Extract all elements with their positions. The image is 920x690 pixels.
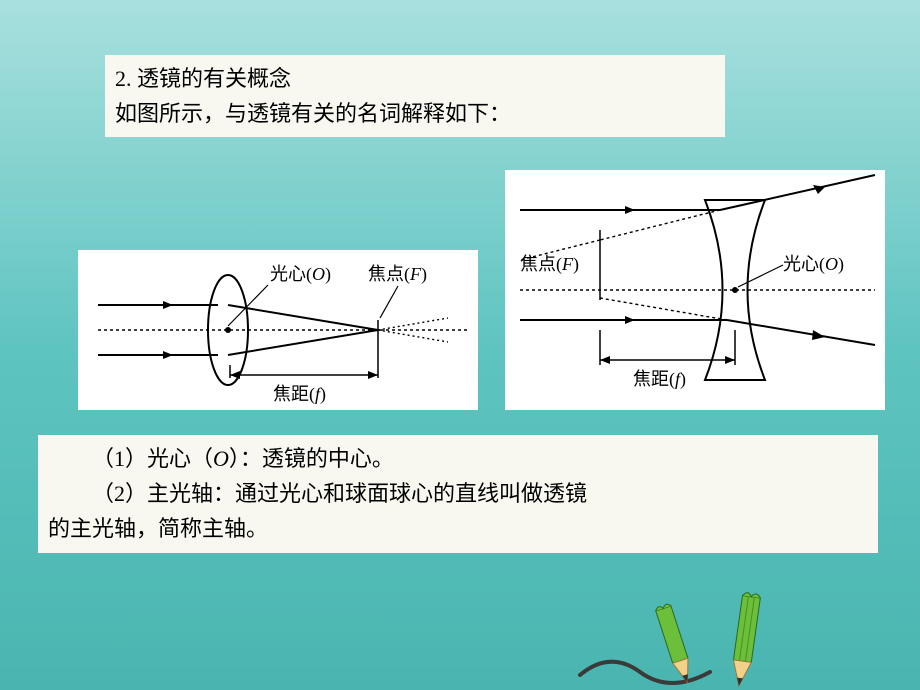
svg-text:焦距(f): 焦距(f) <box>633 369 686 390</box>
header-line1: 2. 透镜的有关概念 <box>115 61 715 96</box>
svg-text:焦距(f): 焦距(f) <box>273 384 326 405</box>
definition-1: （1）光心（O）：透镜的中心。 <box>48 441 868 476</box>
svg-text:焦点(F): 焦点(F) <box>368 264 427 285</box>
body-block: （1）光心（O）：透镜的中心。 （2）主光轴：通过光心和球面球心的直线叫做透镜 … <box>38 435 878 553</box>
svg-text:光心(O): 光心(O) <box>783 254 844 275</box>
pencil-decoration <box>570 580 830 690</box>
figure-convex-lens: 光心(O) 焦点(F) 焦距(f) <box>78 250 478 410</box>
figure-concave-lens: 焦点(F) 光心(O) 焦距(f) <box>505 170 885 410</box>
svg-text:光心(O): 光心(O) <box>270 264 331 285</box>
header-block: 2. 透镜的有关概念 如图所示，与透镜有关的名词解释如下： <box>105 55 725 137</box>
definition-2-line2: 的主光轴，简称主轴。 <box>48 511 868 546</box>
definition-2-line1: （2）主光轴：通过光心和球面球心的直线叫做透镜 <box>48 476 868 511</box>
svg-text:焦点(F): 焦点(F) <box>520 254 579 275</box>
header-line2: 如图所示，与透镜有关的名词解释如下： <box>115 96 715 131</box>
